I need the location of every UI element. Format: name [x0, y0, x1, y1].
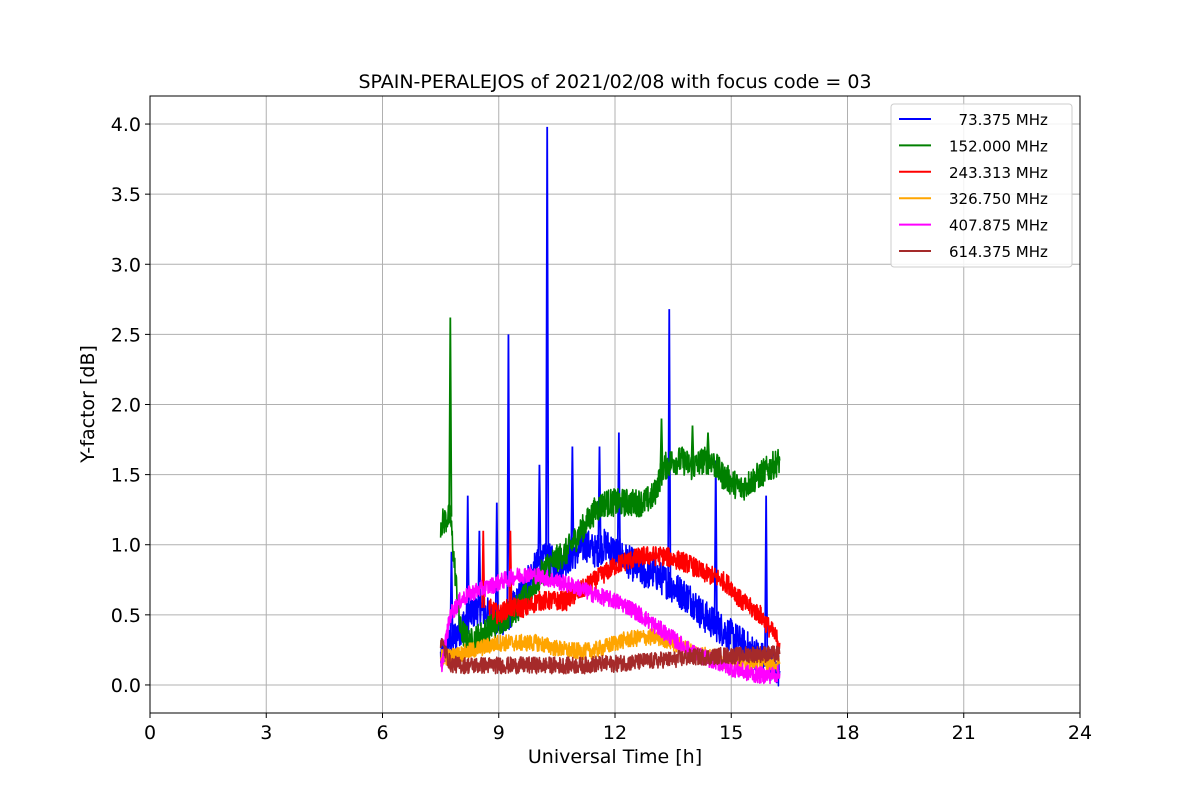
x-tick-label: 24: [1068, 722, 1092, 744]
series-peak: [659, 418, 664, 474]
legend: 73.375 MHz 152.000 MHz 243.313 MHz 326.750 …: [890, 103, 1073, 268]
x-tick-label: 3: [260, 722, 272, 744]
series-peak: [537, 464, 542, 565]
plot-series-group: [439, 126, 781, 687]
series-peak: [506, 334, 511, 615]
series-peak: [570, 446, 575, 555]
x-tick-label: 6: [376, 722, 388, 744]
legend-box: [890, 103, 1073, 268]
series-peak: [465, 495, 470, 618]
series-line: [439, 446, 781, 657]
x-axis-label: Universal Time [h]: [528, 746, 702, 768]
x-tick-label: 0: [144, 722, 156, 744]
series-peak: [705, 432, 711, 461]
x-axis-ticks: 0 3 6 9 12 15 18 21 24: [144, 713, 1092, 744]
series-peak: [545, 126, 550, 559]
series-line: [488, 546, 781, 650]
series-peak: [690, 425, 695, 468]
legend-entry: 407.875 MHz: [949, 217, 1048, 235]
x-tick-label: 15: [719, 722, 743, 744]
x-tick-label: 18: [835, 722, 859, 744]
x-tick-label: 21: [952, 722, 976, 744]
series-1: [439, 317, 781, 657]
y-tick-label: 1.5: [111, 465, 141, 487]
series-line: [440, 566, 781, 685]
series-4: [440, 566, 781, 685]
y-tick-label: 0.0: [111, 675, 141, 697]
y-tick-label: 3.0: [111, 254, 141, 276]
series-line: [439, 637, 781, 675]
legend-entry: 326.750 MHz: [949, 190, 1048, 208]
series-peak: [448, 317, 453, 517]
series-peak: [667, 309, 672, 584]
x-tick-label: 12: [603, 722, 627, 744]
legend-entry: 614.375 MHz: [949, 243, 1048, 261]
y-tick-label: 2.0: [111, 395, 141, 417]
series-peak: [764, 495, 769, 662]
series-5: [439, 637, 781, 675]
y-tick-label: 1.0: [111, 535, 141, 557]
legend-entry: 152.000 MHz: [949, 137, 1048, 155]
series-peak: [616, 432, 621, 555]
legend-entry: 73.375 MHz: [949, 111, 1048, 129]
x-tick-label: 9: [493, 722, 505, 744]
y-tick-label: 2.5: [111, 324, 141, 346]
y-tick-label: 0.5: [111, 605, 141, 627]
legend-entry: 243.313 MHz: [949, 164, 1048, 182]
y-tick-label: 4.0: [111, 114, 141, 136]
chart-title: SPAIN-PERALEJOS of 2021/02/08 with focus…: [358, 71, 871, 93]
y-axis-label: Y-factor [dB]: [77, 345, 99, 464]
y-axis-ticks: 0.0 0.5 1.0 1.5 2.0 2.5 3.0 3.5 4.0: [111, 114, 150, 697]
y-tick-label: 3.5: [111, 184, 141, 206]
